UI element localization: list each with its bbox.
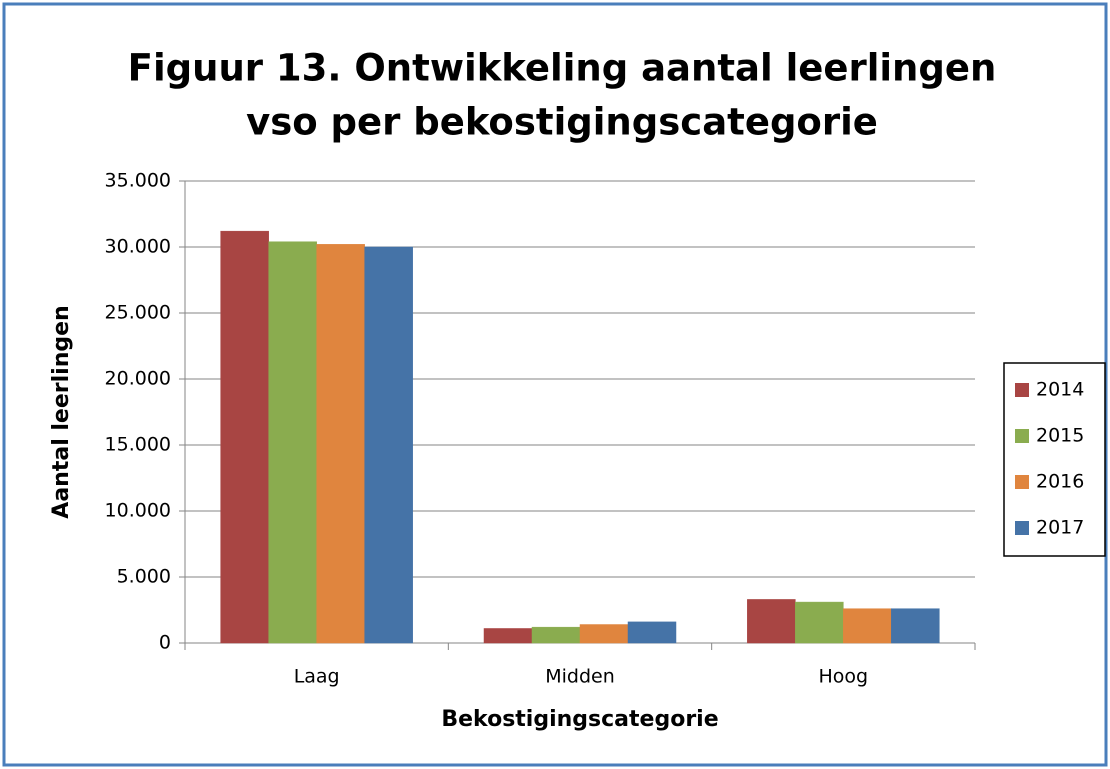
y-axis-label: Aantal leerlingen bbox=[49, 305, 74, 518]
legend-swatch bbox=[1015, 429, 1029, 443]
x-tick-label: Laag bbox=[294, 666, 340, 688]
x-tick-label: Midden bbox=[545, 666, 615, 688]
y-tick-label: 30.000 bbox=[105, 236, 171, 258]
legend-label: 2017 bbox=[1036, 517, 1084, 539]
bar bbox=[747, 599, 796, 644]
chart-title: vso per bekostigingscategorie bbox=[246, 101, 878, 144]
chart-title: Figuur 13. Ontwikkeling aantal leerlinge… bbox=[128, 47, 997, 90]
legend-label: 2016 bbox=[1036, 471, 1084, 493]
x-tick-label: Hoog bbox=[819, 666, 869, 688]
y-tick-label: 35.000 bbox=[105, 170, 171, 192]
y-tick-label: 10.000 bbox=[105, 500, 171, 522]
y-tick-label: 15.000 bbox=[105, 434, 171, 456]
bar bbox=[364, 246, 413, 644]
legend-label: 2014 bbox=[1036, 379, 1084, 401]
y-tick-label: 5.000 bbox=[117, 566, 171, 588]
bar bbox=[795, 601, 844, 644]
bar bbox=[483, 628, 533, 644]
legend-swatch bbox=[1015, 383, 1029, 397]
y-tick-label: 0 bbox=[159, 632, 171, 654]
bar bbox=[627, 621, 677, 644]
bar bbox=[316, 244, 365, 644]
bar bbox=[891, 608, 940, 644]
bar bbox=[220, 230, 269, 644]
bar bbox=[531, 626, 581, 644]
y-tick-label: 25.000 bbox=[105, 302, 171, 324]
bar bbox=[843, 608, 892, 644]
legend-label: 2015 bbox=[1036, 425, 1084, 447]
legend-swatch bbox=[1015, 475, 1029, 489]
bar bbox=[268, 241, 317, 644]
x-axis-label: Bekostigingscategorie bbox=[441, 707, 718, 732]
y-tick-label: 20.000 bbox=[105, 368, 171, 390]
legend-swatch bbox=[1015, 521, 1029, 535]
bar bbox=[579, 624, 629, 644]
